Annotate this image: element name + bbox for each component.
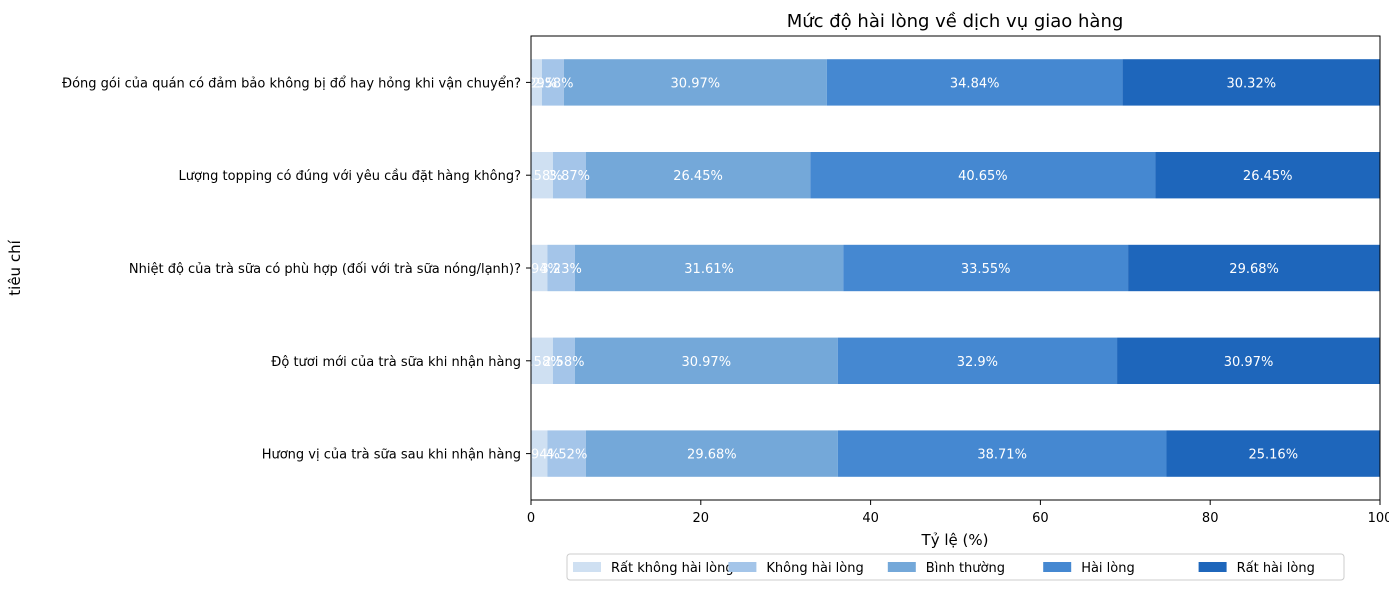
- bar-value-label: 2.58%: [521, 355, 562, 370]
- bar-segment: [547, 430, 586, 477]
- legend-label: Rất hài lòng: [1237, 561, 1315, 576]
- y-tick-label: Lượng topping có đúng với yêu cầu đặt hà…: [178, 169, 521, 184]
- chart-title: Mức độ hài lòng về dịch vụ giao hàng: [787, 11, 1124, 32]
- bar-segment: [541, 59, 564, 106]
- bar-value-label: 30.32%: [1227, 76, 1277, 91]
- bar-segment: [531, 244, 548, 292]
- x-tick-label: 0: [527, 511, 535, 526]
- axis-ticks-layer: Đóng gói của quán có đảm bảo không bị đổ…: [62, 35, 1389, 526]
- bar-segment: [810, 152, 1156, 199]
- bar-segment: [547, 244, 575, 292]
- bar-segment: [552, 337, 575, 384]
- x-tick-label: 40: [862, 511, 879, 526]
- legend: Rất không hài lòng Không hài lòng Bình thư…: [566, 553, 1345, 581]
- bar-value-label: 2.58%: [532, 76, 573, 91]
- value-labels-layer: 1.29%2.58% 30.97% 34.84% 30.32%2.58%3.87% 26…: [516, 76, 1298, 462]
- bar-segment: [531, 337, 553, 384]
- y-tick-label: Đóng gói của quán có đảm bảo không bị đổ…: [62, 76, 521, 91]
- legend-swatch: [887, 562, 916, 572]
- bar-segment: [585, 152, 811, 199]
- bar-segment: [843, 244, 1129, 292]
- bar-value-label: 25.16%: [1248, 448, 1298, 463]
- bar-segment: [585, 430, 838, 477]
- bar-value-label: 38.71%: [977, 448, 1027, 463]
- legend-label: Không hài lòng: [766, 561, 863, 576]
- legend-box: [566, 553, 1345, 581]
- bar-value-label: 1.29%: [516, 76, 557, 91]
- bar-value-label: 30.97%: [1224, 355, 1274, 370]
- bar-value-label: 40.65%: [958, 169, 1008, 184]
- bar-value-label: 26.45%: [673, 169, 723, 184]
- bar-value-label: 4.52%: [546, 448, 587, 463]
- bar-value-label: 32.9%: [957, 355, 998, 370]
- legend-swatch: [573, 562, 601, 572]
- bar-value-label: 30.97%: [671, 76, 721, 91]
- bar-segment: [552, 152, 586, 199]
- legend-label: Hài lòng: [1081, 561, 1135, 576]
- legend-label: Rất không hài lòng: [611, 561, 734, 576]
- bar-value-label: 29.68%: [1229, 262, 1279, 277]
- y-tick-label: Hương vị của trà sữa sau khi nhận hàng: [262, 448, 521, 463]
- bar-segment: [563, 59, 827, 106]
- bar-segment: [837, 337, 1118, 384]
- bar-segment: [826, 59, 1123, 106]
- plot-frame: [530, 35, 1381, 501]
- y-tick-label: Độ tươi mới của trà sữa khi nhận hàng: [271, 355, 521, 370]
- bar-value-label: 2.58%: [543, 355, 584, 370]
- bar-value-label: 33.55%: [961, 262, 1011, 277]
- bar-value-label: 26.45%: [1243, 169, 1293, 184]
- bar-segment: [1128, 244, 1381, 292]
- bar-segment: [1122, 59, 1380, 106]
- legend-swatch: [1198, 562, 1227, 572]
- legend-swatch: [1043, 562, 1072, 572]
- y-tick-label: Nhiệt độ của trà sữa có phù hợp (đối với…: [129, 262, 521, 277]
- bar-value-label: 31.61%: [684, 262, 734, 277]
- bar-segment: [531, 430, 548, 477]
- bar-segment: [837, 430, 1167, 477]
- bar-segment: [1155, 152, 1380, 199]
- bar-value-label: 34.84%: [950, 76, 1000, 91]
- bar-value-label: 1.94%: [519, 448, 560, 463]
- bar-value-label: 29.68%: [687, 448, 737, 463]
- x-tick-label: 100: [1368, 511, 1389, 526]
- y-axis-label: tiêu chí: [6, 239, 24, 295]
- legend-swatch: [728, 562, 757, 572]
- bars-layer: [531, 59, 1381, 477]
- x-tick-label: 80: [1202, 511, 1219, 526]
- bar-value-label: 3.23%: [541, 262, 582, 277]
- bar-value-label: 2.58%: [521, 169, 562, 184]
- bar-segment: [531, 59, 542, 106]
- bar-value-label: 1.94%: [519, 262, 560, 277]
- x-tick-label: 60: [1032, 511, 1049, 526]
- bar-segment: [1117, 337, 1380, 384]
- bar-segment: [531, 152, 553, 199]
- bar-segment: [574, 244, 844, 292]
- bar-segment: [1166, 430, 1381, 477]
- bar-value-label: 30.97%: [681, 355, 731, 370]
- legend-label: Bình thường: [926, 561, 1005, 576]
- x-tick-label: 20: [693, 511, 710, 526]
- x-axis-label: Tỷ lệ (%): [921, 531, 989, 549]
- bar-value-label: 3.87%: [549, 169, 590, 184]
- bar-segment: [574, 337, 838, 384]
